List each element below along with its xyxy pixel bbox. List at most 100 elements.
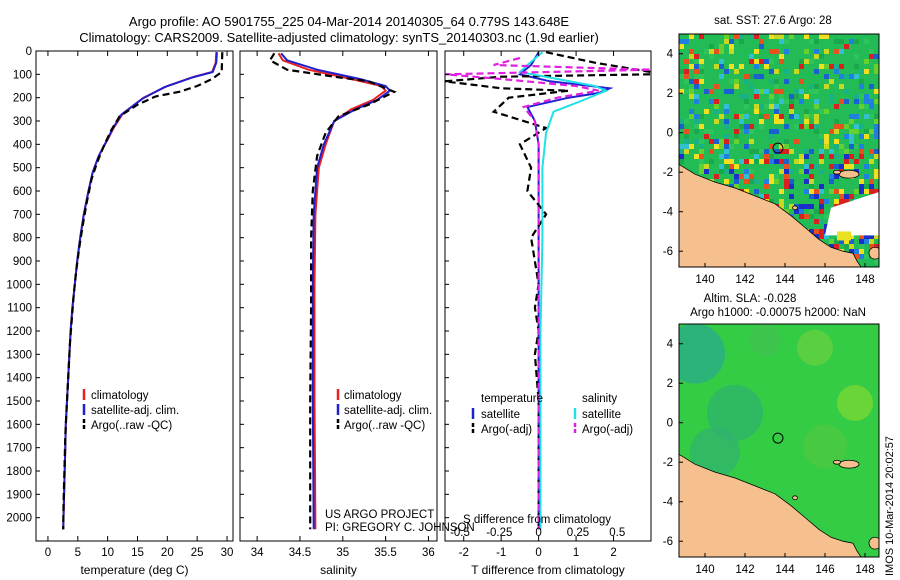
sst-pixel	[684, 144, 689, 149]
sst-pixel	[679, 39, 684, 44]
sst-pixel	[779, 199, 784, 204]
sst-pixel	[754, 34, 759, 39]
sst-pixel	[784, 149, 789, 154]
panel-diff-xtick-label: 1	[573, 547, 579, 559]
panel-temp-ytick-label: 1100	[7, 303, 32, 315]
panel-temp-ytick-label: 400	[13, 139, 32, 151]
sla-blob	[837, 384, 873, 421]
side-label: IMOS 10-Mar-2014 20:02:57	[884, 436, 896, 576]
sst-pixel	[684, 39, 689, 44]
sst-pixel	[804, 179, 809, 184]
sst-pixel	[799, 159, 804, 164]
sst-pixel	[679, 144, 684, 149]
sst-pixel	[844, 159, 849, 164]
sst-pixel	[839, 99, 844, 104]
sst-pixel	[749, 179, 754, 184]
sst-pixel	[769, 79, 774, 84]
sst-pixel	[864, 104, 869, 109]
sst-pixel	[859, 184, 864, 189]
sst-pixel	[789, 99, 794, 104]
sst-pixel	[869, 99, 874, 104]
sst-pixel	[824, 139, 829, 144]
sst-pixel	[709, 129, 714, 134]
panel-sst-island	[833, 169, 842, 175]
sst-pixel	[684, 139, 689, 144]
sst-pixel	[844, 154, 849, 159]
sst-pixel	[759, 119, 764, 124]
sst-pixel	[834, 139, 839, 144]
sst-pixel	[839, 74, 844, 79]
sst-pixel	[704, 129, 709, 134]
sst-pixel	[749, 54, 754, 59]
panel-sla-frame	[678, 323, 880, 558]
sst-pixel	[744, 189, 749, 194]
sst-pixel	[839, 144, 844, 149]
sst-pixel	[804, 164, 809, 169]
sst-pixel	[764, 179, 769, 184]
sst-pixel	[784, 69, 789, 74]
sst-pixel	[734, 84, 739, 89]
sst-pixel	[874, 69, 879, 74]
sst-pixel	[869, 179, 874, 184]
sst-pixel	[739, 124, 744, 129]
sst-pixel	[714, 109, 719, 114]
sst-pixel	[854, 74, 859, 79]
panel-temp-ytick-label: 800	[13, 233, 32, 245]
sst-pixel	[804, 149, 809, 154]
panel-sla-xtick-label: 144	[775, 564, 795, 576]
sst-pixel	[819, 154, 824, 159]
sst-pixel	[789, 109, 794, 114]
sst-pixel	[764, 89, 769, 94]
sst-pixel	[869, 234, 874, 239]
sst-pixel	[819, 204, 824, 209]
sst-pixel	[799, 124, 804, 129]
sst-pixel	[809, 174, 814, 179]
sst-pixel	[844, 44, 849, 49]
sst-pixel	[759, 114, 764, 119]
sst-pixel	[844, 199, 849, 204]
sst-pixel	[779, 99, 784, 104]
sla-blob	[679, 324, 725, 384]
sst-pixel	[859, 149, 864, 154]
sst-pixel	[789, 194, 794, 199]
sst-pixel	[804, 189, 809, 194]
sst-pixel	[709, 44, 714, 49]
sst-pixel	[854, 99, 859, 104]
sst-pixel	[804, 124, 809, 129]
sst-pixel	[714, 49, 719, 54]
sst-pixel	[874, 189, 879, 194]
sst-pixel	[829, 244, 834, 249]
sst-pixel	[869, 129, 874, 134]
sst-pixel	[809, 164, 814, 169]
sst-pixel	[699, 139, 704, 144]
sst-pixel	[774, 79, 779, 84]
sst-pixel	[854, 39, 859, 44]
sst-pixel	[729, 159, 734, 164]
sst-pixel	[854, 144, 859, 149]
sst-pixel	[844, 134, 849, 139]
panel-sla-xtick-label: 148	[855, 564, 874, 576]
sst-pixel	[844, 239, 849, 244]
sst-pixel	[859, 134, 864, 139]
sst-pixel	[799, 154, 804, 159]
panel-sst-ytick-label: -4	[663, 207, 674, 219]
sst-pixel	[834, 164, 839, 169]
sla-blob	[797, 329, 833, 366]
sst-pixel	[819, 169, 824, 174]
sst-pixel	[779, 144, 784, 149]
sst-pixel	[864, 234, 869, 239]
sst-pixel	[839, 149, 844, 154]
sst-pixel	[829, 94, 834, 99]
panel-temp-xtick-label: 10	[101, 547, 114, 559]
sst-pixel	[699, 164, 704, 169]
sst-pixel	[829, 129, 834, 134]
sst-pixel	[719, 44, 724, 49]
sst-pixel	[794, 139, 799, 144]
sst-pixel	[794, 124, 799, 129]
sst-pixel	[814, 114, 819, 119]
sst-pixel	[864, 94, 869, 99]
sst-pixel	[694, 139, 699, 144]
sst-pixel	[809, 84, 814, 89]
sst-pixel	[704, 134, 709, 139]
sst-pixel	[769, 129, 774, 134]
